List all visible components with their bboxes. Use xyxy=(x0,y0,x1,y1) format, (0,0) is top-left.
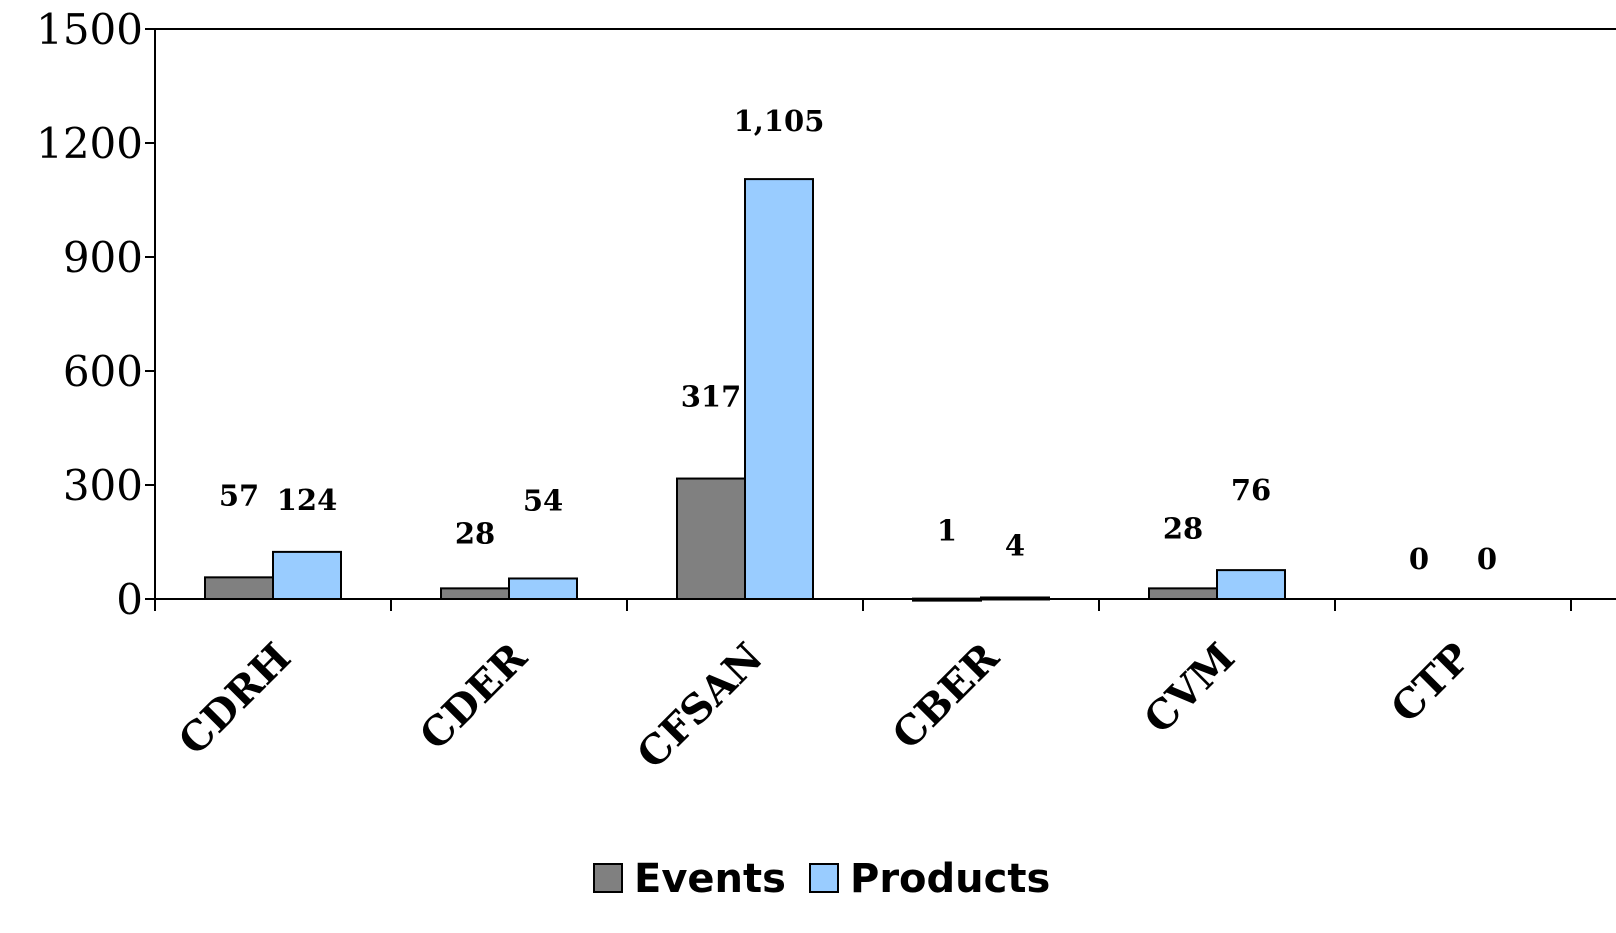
x-category-label: CDER xyxy=(411,633,537,759)
bar-products-cvm xyxy=(1216,569,1286,600)
x-category-label: CBER xyxy=(883,633,1008,758)
bar-products-cdrh xyxy=(272,550,342,601)
y-tick-label: 1200 xyxy=(36,119,143,168)
bar-events-cvm xyxy=(1148,587,1218,600)
data-labels: 57 124 28 54 317 1,105 1 4 28 76 0 0 xyxy=(219,104,1497,576)
bar-products-cder xyxy=(508,577,578,600)
x-category-label: CFSAN xyxy=(628,634,772,778)
data-label-events: 1 xyxy=(937,514,957,548)
y-tick-label: 1500 xyxy=(36,5,143,54)
y-tick-label: 300 xyxy=(63,461,143,510)
data-label-products: 124 xyxy=(277,483,338,517)
x-axis-labels: CDRH CDER CFSAN CBER CVM CTP xyxy=(170,633,1481,778)
data-label-events: 57 xyxy=(219,478,259,512)
y-tick-label: 0 xyxy=(116,575,143,624)
bar-events-cder xyxy=(440,587,510,600)
bar-events-cfsan xyxy=(676,477,746,601)
x-category-label: CVM xyxy=(1135,634,1244,743)
x-category-label: CDRH xyxy=(170,634,301,765)
y-axis-ticks: 0 300 600 900 1200 1500 xyxy=(36,5,155,624)
y-tick-label: 600 xyxy=(63,347,143,396)
bars xyxy=(204,178,1286,602)
data-label-events: 28 xyxy=(455,516,495,550)
data-label-events: 317 xyxy=(681,380,742,414)
legend-label-events: Events xyxy=(634,856,786,902)
legend-swatch-events xyxy=(593,863,623,893)
x-category-label: CTP xyxy=(1382,634,1480,732)
bar-events-cdrh xyxy=(204,576,274,601)
data-label-products: 0 xyxy=(1477,542,1497,576)
axes xyxy=(154,28,1616,611)
legend: Events Products xyxy=(593,856,1050,902)
bar-products-cfsan xyxy=(744,178,814,600)
y-tick-label: 900 xyxy=(63,233,143,282)
data-label-events: 28 xyxy=(1163,511,1203,545)
data-label-products: 1,105 xyxy=(734,104,825,138)
data-label-products: 54 xyxy=(523,483,563,517)
legend-label-products: Products xyxy=(850,856,1050,902)
data-label-events: 0 xyxy=(1409,542,1429,576)
data-label-products: 76 xyxy=(1231,473,1271,507)
data-label-products: 4 xyxy=(1005,528,1025,562)
legend-swatch-products xyxy=(809,863,839,893)
